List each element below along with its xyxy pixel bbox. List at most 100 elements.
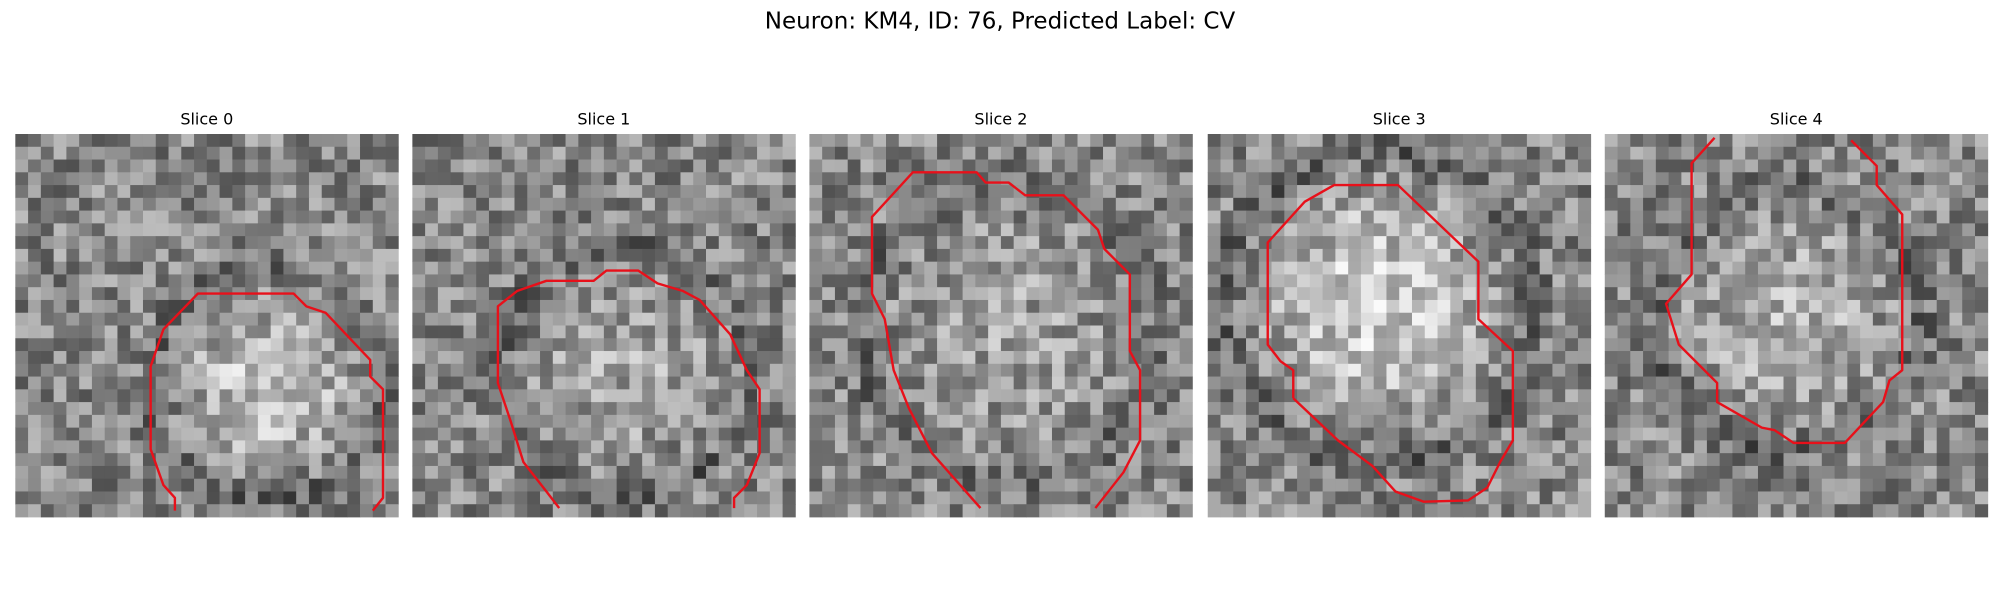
pixel [1000, 299, 1015, 314]
pixel [1348, 491, 1362, 505]
pixel [1719, 197, 1733, 211]
pixel [1552, 478, 1566, 492]
pixel [540, 146, 554, 160]
slice-image [809, 134, 1193, 518]
pixel [1552, 389, 1566, 403]
pixel [168, 261, 182, 275]
pixel [1604, 478, 1618, 492]
pixel [321, 197, 335, 211]
pixel [488, 210, 503, 224]
pixel [1348, 299, 1362, 314]
pixel [53, 453, 67, 467]
pixel [654, 491, 669, 505]
pixel [1706, 504, 1721, 518]
pixel [142, 236, 157, 250]
pixel [1322, 146, 1336, 160]
pixel [1013, 351, 1027, 365]
pixel [1179, 159, 1193, 173]
pixel [1284, 236, 1298, 250]
pixel [1885, 159, 1899, 173]
pixel [1271, 453, 1285, 467]
pixel [1166, 465, 1181, 480]
pixel [1297, 453, 1311, 467]
pixel [731, 299, 745, 314]
pixel [1271, 389, 1285, 403]
pixel [15, 504, 29, 518]
pixel [937, 146, 951, 160]
pixel [206, 389, 220, 403]
pixel [1051, 287, 1066, 301]
pixel [527, 146, 541, 160]
pixel [1115, 312, 1129, 326]
pixel [1643, 402, 1657, 416]
pixel [117, 159, 131, 173]
pixel [232, 274, 246, 288]
pixel [1450, 351, 1464, 365]
pixel [1655, 261, 1669, 275]
pixel [847, 312, 861, 326]
pixel [552, 146, 566, 160]
pixel [1526, 363, 1541, 377]
pixel [540, 172, 554, 186]
pixel [488, 134, 503, 148]
pixel [1141, 299, 1155, 314]
pixel [578, 389, 592, 403]
pixel [949, 287, 963, 301]
pixel [385, 491, 399, 505]
pixel [886, 261, 900, 275]
pixel [1630, 325, 1644, 339]
pixel [181, 223, 195, 237]
pixel [1655, 389, 1669, 403]
pixel [296, 376, 310, 390]
pixel [1373, 223, 1387, 237]
pixel [1617, 363, 1631, 377]
pixel [1386, 287, 1400, 301]
pixel [886, 299, 900, 314]
pixel [1847, 504, 1861, 518]
pixel [1026, 376, 1040, 390]
pixel [206, 172, 220, 186]
pixel [667, 261, 681, 275]
pixel [1783, 261, 1797, 275]
pixel [1450, 159, 1464, 173]
pixel [886, 236, 900, 250]
pixel [1258, 261, 1272, 275]
pixel [1335, 414, 1349, 429]
pixel [1258, 248, 1272, 263]
pixel [1706, 465, 1721, 480]
pixel [1411, 185, 1426, 199]
pixel [232, 146, 246, 160]
pixel [1719, 185, 1733, 199]
pixel [1207, 504, 1221, 518]
pixel [565, 453, 579, 467]
pixel [1757, 414, 1772, 429]
pixel [680, 210, 694, 224]
pixel [283, 185, 297, 199]
pixel [1872, 363, 1887, 377]
pixel [744, 223, 758, 237]
pixel [629, 134, 643, 148]
pixel [578, 427, 592, 441]
pixel [975, 389, 989, 403]
pixel [66, 172, 80, 186]
pixel [1694, 338, 1708, 352]
pixel [937, 210, 951, 224]
pixel [757, 504, 771, 518]
pixel [206, 338, 220, 352]
pixel [219, 223, 233, 237]
pixel [347, 414, 361, 429]
pixel [1565, 248, 1579, 263]
pixel [1643, 185, 1657, 199]
pixel [1115, 325, 1129, 339]
pixel [911, 312, 925, 326]
pixel [1911, 185, 1925, 199]
pixel [347, 274, 361, 288]
pixel [1719, 325, 1733, 339]
pixel [834, 261, 849, 275]
pixel [168, 351, 182, 365]
pixel [1450, 274, 1464, 288]
pixel [1757, 363, 1772, 377]
pixel [1026, 491, 1040, 505]
pixel [142, 172, 157, 186]
pixel [232, 427, 246, 441]
